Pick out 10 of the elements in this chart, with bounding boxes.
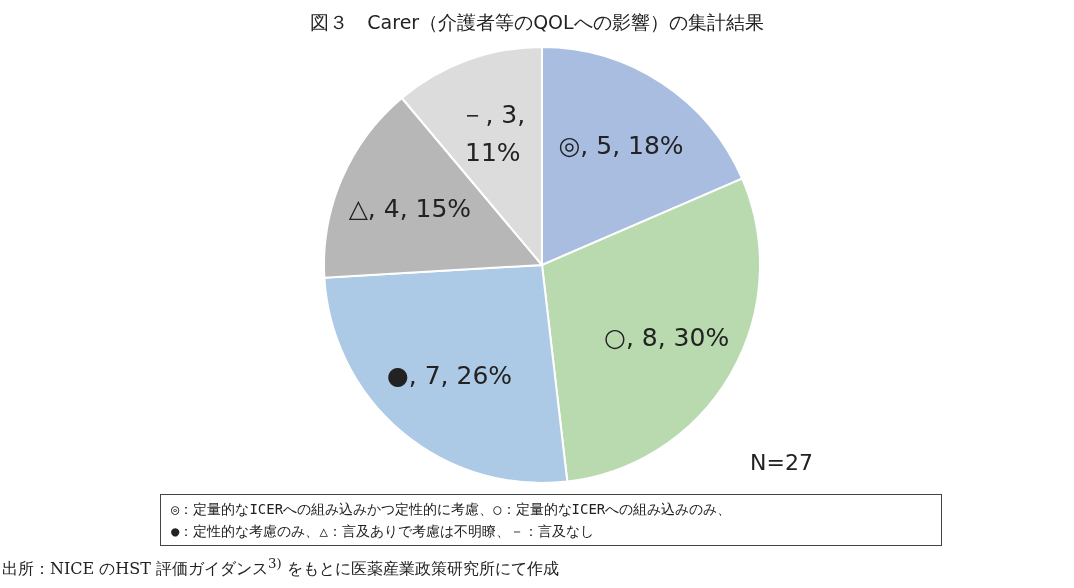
slice-label: ●, 7, 26%	[386, 360, 513, 390]
slice-label: ◎, 5, 18%	[558, 130, 684, 160]
slice-label: ○, 8, 30%	[604, 322, 730, 352]
text: N=27	[750, 450, 813, 475]
text: 出所：NICE のHST 評価ガイダンス$^{3)}$ をもとに医薬産業政策研究所にて作成	[2, 556, 559, 581]
text: ◎：定量的なICERへの組み込みかつ定性的に考慮、○：定量的なICERへの組み込みのみ、	[171, 500, 733, 519]
chart-title: 図３ Carer（介護者等のQOLへの影響）の集計結果	[309, 10, 765, 35]
slice-label: △, 4, 15%	[348, 193, 472, 223]
text: ●：定性的な考慮のみ、△：言及ありで考慮は不明瞭、－：言及なし	[171, 522, 595, 541]
slice-label: －, 3, 11%	[460, 99, 526, 167]
